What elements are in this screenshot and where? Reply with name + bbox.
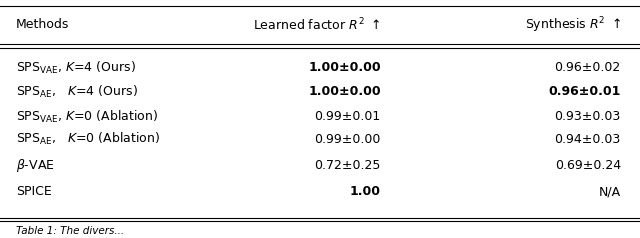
Text: 0.96±0.01: 0.96±0.01 — [548, 85, 621, 98]
Text: Methods: Methods — [16, 19, 69, 31]
Text: SPS$_\mathrm{VAE}$, $K$=0 (Ablation): SPS$_\mathrm{VAE}$, $K$=0 (Ablation) — [16, 109, 158, 125]
Text: SPS$_\mathrm{VAE}$, $K$=4 (Ours): SPS$_\mathrm{VAE}$, $K$=4 (Ours) — [16, 60, 136, 76]
Text: SPS$_\mathrm{AE}$,   $K$=4 (Ours): SPS$_\mathrm{AE}$, $K$=4 (Ours) — [16, 84, 138, 100]
Text: SPS$_\mathrm{AE}$,   $K$=0 (Ablation): SPS$_\mathrm{AE}$, $K$=0 (Ablation) — [16, 131, 160, 147]
Text: 1.00: 1.00 — [350, 185, 381, 198]
Text: 0.69±0.24: 0.69±0.24 — [555, 159, 621, 172]
Text: Table 1: The divers...: Table 1: The divers... — [16, 226, 124, 236]
Text: 0.72±0.25: 0.72±0.25 — [314, 159, 381, 172]
Text: 0.99±0.00: 0.99±0.00 — [314, 133, 381, 146]
Text: 0.93±0.03: 0.93±0.03 — [554, 110, 621, 123]
Text: 0.99±0.01: 0.99±0.01 — [314, 110, 381, 123]
Text: Learned factor $R^2$ $\uparrow$: Learned factor $R^2$ $\uparrow$ — [253, 17, 381, 33]
Text: N/A: N/A — [598, 185, 621, 198]
Text: 1.00±0.00: 1.00±0.00 — [308, 61, 381, 74]
Text: 0.96±0.02: 0.96±0.02 — [554, 61, 621, 74]
Text: Synthesis $R^2$ $\uparrow$: Synthesis $R^2$ $\uparrow$ — [525, 15, 621, 35]
Text: 0.94±0.03: 0.94±0.03 — [554, 133, 621, 146]
Text: 1.00±0.00: 1.00±0.00 — [308, 85, 381, 98]
Text: SPICE: SPICE — [16, 185, 52, 198]
Text: $\beta$-VAE: $\beta$-VAE — [16, 157, 54, 174]
